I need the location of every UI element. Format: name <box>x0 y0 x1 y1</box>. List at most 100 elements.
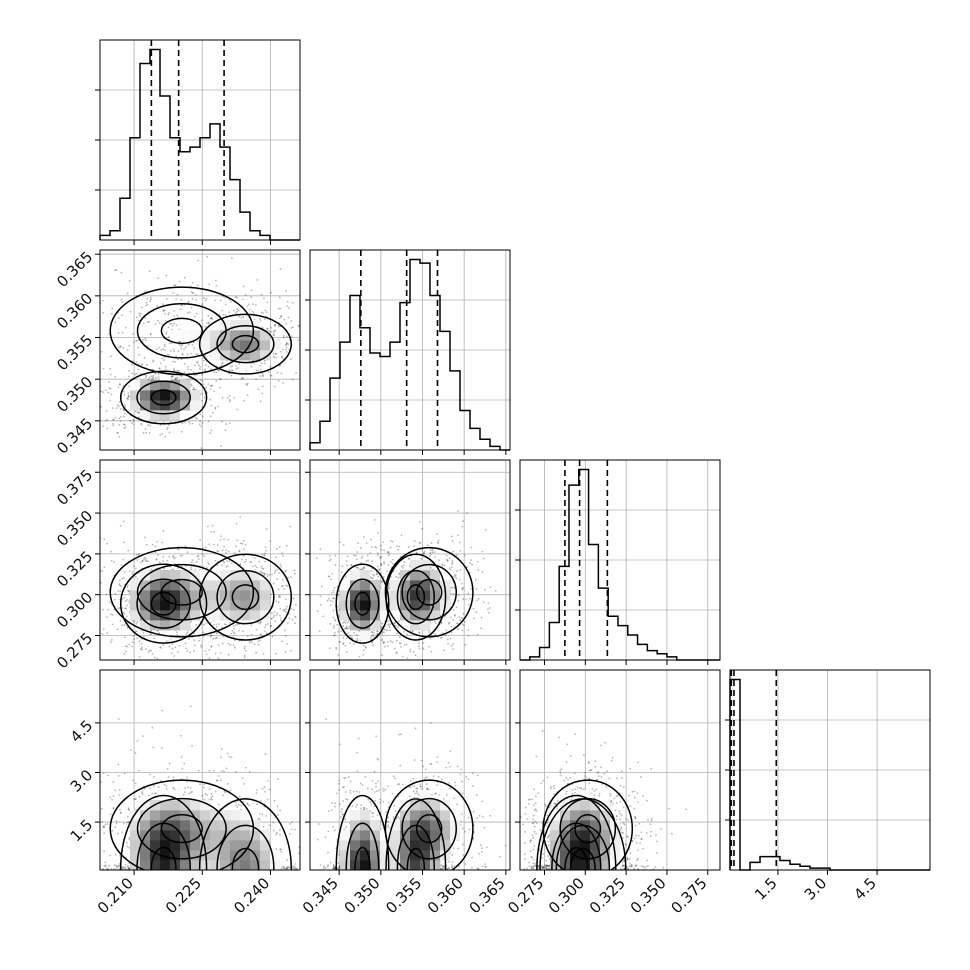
contour-line <box>150 389 177 406</box>
sample-point <box>293 569 296 572</box>
sample-point <box>165 788 168 791</box>
sample-point <box>273 330 276 332</box>
sample-point <box>347 620 350 622</box>
sample-point <box>253 557 256 560</box>
sample-point <box>124 404 126 407</box>
sample-point <box>150 298 152 301</box>
sample-point <box>68 824 70 826</box>
contour-line <box>384 546 474 638</box>
sample-point <box>194 644 196 647</box>
density-cell <box>340 600 351 611</box>
sample-point <box>199 539 202 542</box>
sample-point <box>168 312 171 314</box>
density-cell <box>230 570 241 581</box>
sample-point <box>136 577 139 580</box>
sample-point <box>121 331 124 334</box>
sample-point <box>382 575 385 578</box>
sample-point <box>201 303 204 306</box>
sample-point <box>246 394 249 397</box>
sample-point <box>462 520 464 523</box>
sample-point <box>219 539 222 541</box>
sample-point <box>128 610 131 613</box>
sample-point <box>114 375 116 378</box>
sample-point <box>341 565 344 568</box>
sample-point <box>282 335 285 337</box>
sample-point <box>387 584 390 587</box>
sample-point <box>286 642 289 645</box>
sample-point <box>260 362 263 365</box>
sample-point <box>194 417 197 419</box>
sample-point <box>335 648 338 650</box>
sample-point <box>251 310 254 313</box>
sample-point <box>172 375 175 378</box>
sample-point <box>148 270 151 273</box>
sample-point <box>111 623 114 626</box>
sample-point <box>236 308 239 311</box>
density-cell <box>180 410 191 421</box>
sample-point <box>260 634 263 637</box>
sample-point <box>261 385 264 388</box>
sample-point <box>263 572 266 575</box>
sample-point <box>110 613 112 616</box>
sample-point <box>260 570 262 573</box>
sample-point <box>423 552 425 555</box>
density-cell <box>130 580 141 591</box>
sample-point <box>399 642 402 645</box>
sample-point <box>76 864 78 866</box>
sample-point <box>278 365 281 367</box>
sample-point <box>180 375 183 378</box>
sample-point <box>110 355 112 358</box>
contour-line <box>136 563 227 621</box>
sample-point <box>376 573 378 575</box>
sample-point <box>199 420 202 423</box>
sample-point <box>172 348 175 351</box>
sample-point <box>468 597 471 600</box>
sample-point <box>173 369 176 372</box>
sample-point <box>406 657 409 660</box>
sample-point <box>196 340 199 342</box>
sample-point <box>180 358 183 361</box>
sample-point <box>281 640 284 643</box>
sample-point <box>261 372 264 375</box>
sample-point <box>150 375 153 378</box>
sample-point <box>373 574 376 577</box>
sample-point <box>135 361 138 363</box>
sample-point <box>157 373 160 375</box>
sample-point <box>124 645 127 648</box>
sample-point <box>327 575 330 578</box>
sample-point <box>217 657 220 660</box>
sample-point <box>387 644 389 647</box>
sample-point <box>210 385 213 387</box>
sample-point <box>274 329 277 332</box>
sample-point <box>396 632 398 635</box>
density-cell <box>230 330 241 341</box>
sample-point <box>303 342 305 344</box>
sample-point <box>144 428 147 430</box>
sample-point <box>111 613 114 616</box>
density-cells <box>130 320 281 421</box>
contour-line <box>335 563 390 644</box>
sample-point <box>123 390 125 393</box>
sample-point <box>102 425 104 428</box>
sample-point <box>149 332 152 335</box>
sample-point <box>166 426 169 429</box>
sample-point <box>164 312 166 315</box>
sample-point <box>374 546 376 548</box>
sample-point <box>144 337 146 340</box>
sample-point <box>157 277 159 280</box>
sample-point <box>253 643 256 645</box>
sample-point <box>319 603 322 606</box>
sample-point <box>277 601 280 604</box>
sample-point <box>387 586 390 589</box>
sample-point <box>152 374 155 377</box>
sample-point <box>244 543 247 546</box>
sample-point <box>390 561 392 563</box>
sample-point <box>328 559 331 562</box>
sample-point <box>212 680 214 682</box>
sample-point <box>305 321 307 323</box>
sample-point <box>334 554 337 557</box>
sample-point <box>434 551 436 553</box>
density-cell <box>160 380 171 391</box>
sample-point <box>205 297 208 300</box>
sample-point <box>261 326 264 329</box>
